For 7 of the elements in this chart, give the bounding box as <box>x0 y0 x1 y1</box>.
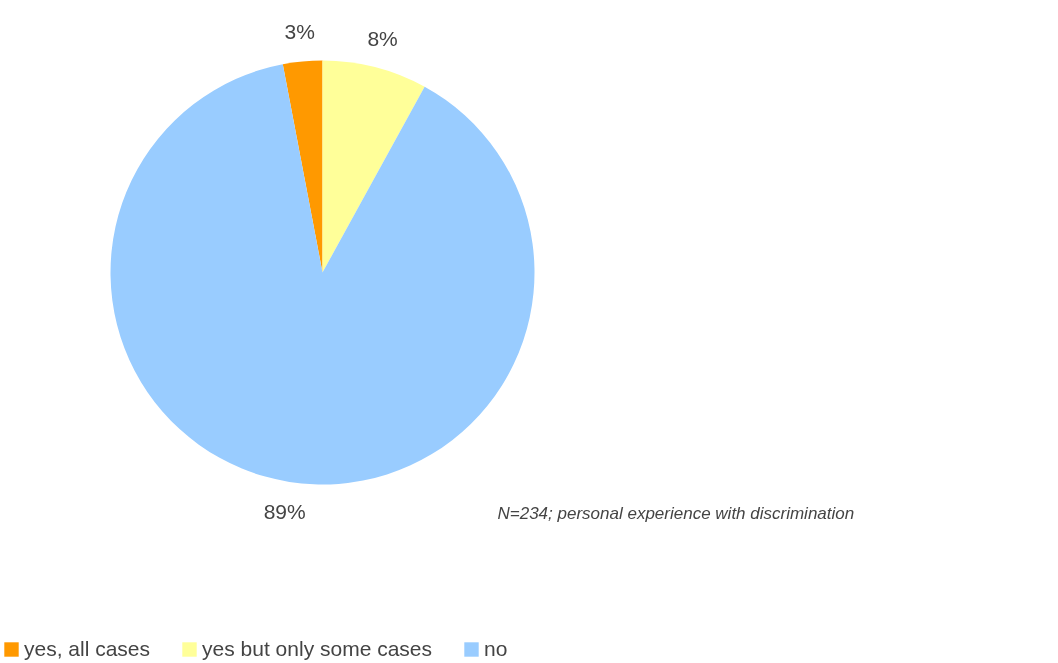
data-label: 89% <box>263 499 306 523</box>
legend-label: yes, all cases <box>24 637 151 661</box>
data-label: 8% <box>367 26 398 50</box>
legend-label: yes but only some cases <box>202 637 433 661</box>
text: N=234; personal experience with discrimination <box>497 504 855 523</box>
legend-label: no <box>484 637 508 661</box>
data-label: 3% <box>284 20 315 44</box>
